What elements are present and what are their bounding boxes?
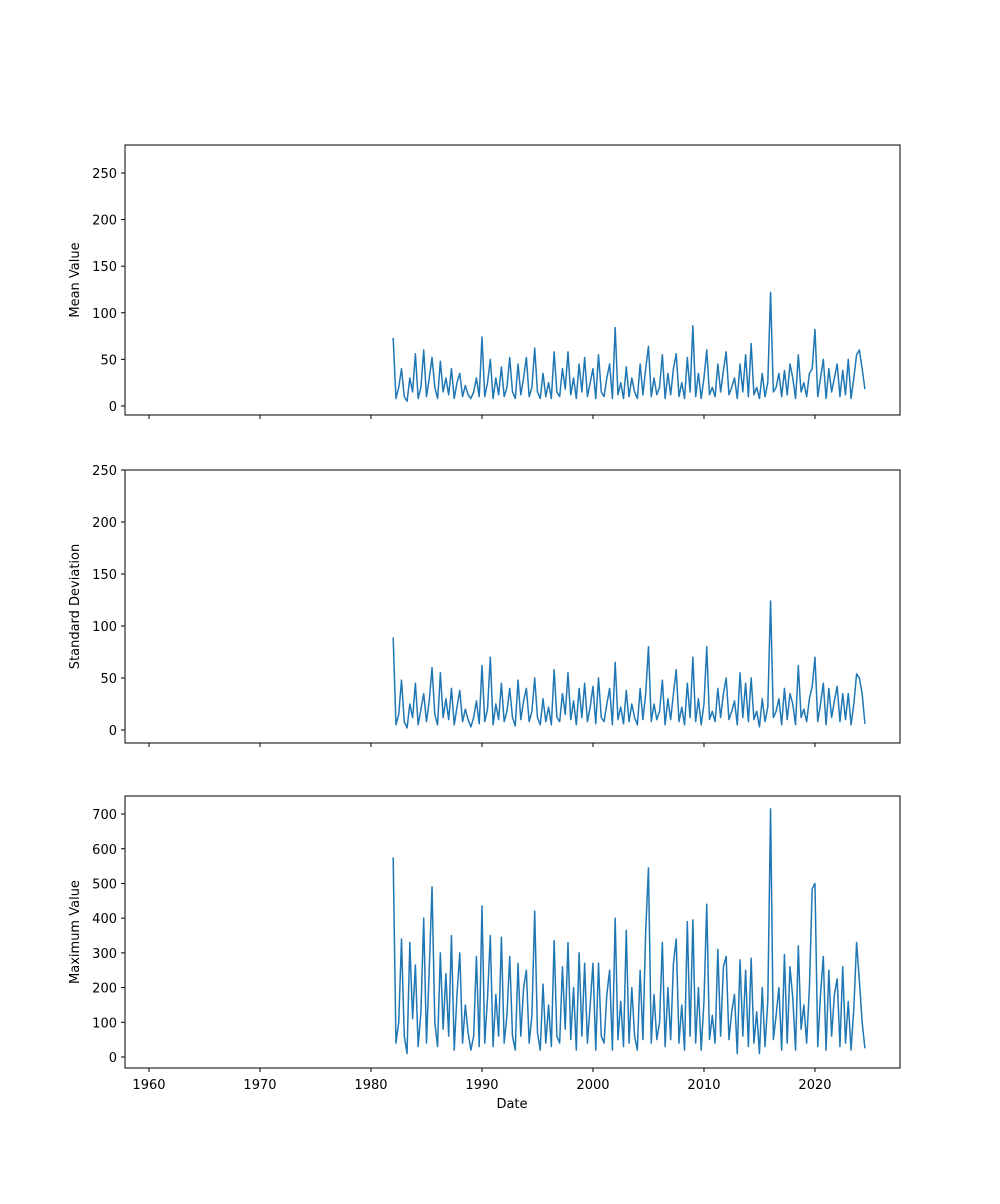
y-tick-label: 300 <box>92 947 117 962</box>
y-tick-label: 0 <box>109 400 117 415</box>
x-tick-label: 1990 <box>465 1078 498 1093</box>
x-tick-label: 1980 <box>354 1078 387 1093</box>
y-tick-label: 250 <box>92 167 117 182</box>
y-tick-label: 50 <box>100 353 117 368</box>
data-line <box>392 291 866 403</box>
y-tick-label: 100 <box>92 307 117 322</box>
y-tick-label: 150 <box>92 568 117 583</box>
x-tick-label: 2010 <box>687 1078 720 1093</box>
y-axis-label: Standard Deviation <box>68 544 83 669</box>
y-tick-label: 100 <box>92 620 117 635</box>
y-tick-label: 0 <box>109 724 117 739</box>
data-line <box>392 600 866 729</box>
y-tick-label: 150 <box>92 260 117 275</box>
axes-frame <box>124 795 901 1069</box>
x-axis-label: Date <box>496 1097 527 1112</box>
y-tick-label: 200 <box>92 982 117 997</box>
y-tick-label: 100 <box>92 1016 117 1031</box>
x-tick-label: 2000 <box>576 1078 609 1093</box>
x-tick-label: 1970 <box>243 1078 276 1093</box>
y-axis-label: Mean Value <box>68 242 83 317</box>
y-tick-label: 250 <box>92 464 117 479</box>
y-tick-label: 400 <box>92 912 117 927</box>
y-tick-label: 600 <box>92 843 117 858</box>
y-axis-label: Maximum Value <box>68 880 83 984</box>
y-tick-label: 200 <box>92 516 117 531</box>
y-tick-label: 0 <box>109 1051 117 1066</box>
y-tick-label: 50 <box>100 672 117 687</box>
x-tick-label: 2020 <box>798 1078 831 1093</box>
y-tick-label: 700 <box>92 808 117 823</box>
axes-frame <box>124 144 901 416</box>
data-line <box>392 808 866 1055</box>
y-tick-label: 200 <box>92 214 117 229</box>
x-tick-label: 1960 <box>132 1078 165 1093</box>
y-tick-label: 500 <box>92 877 117 892</box>
axes-frame <box>124 469 901 744</box>
